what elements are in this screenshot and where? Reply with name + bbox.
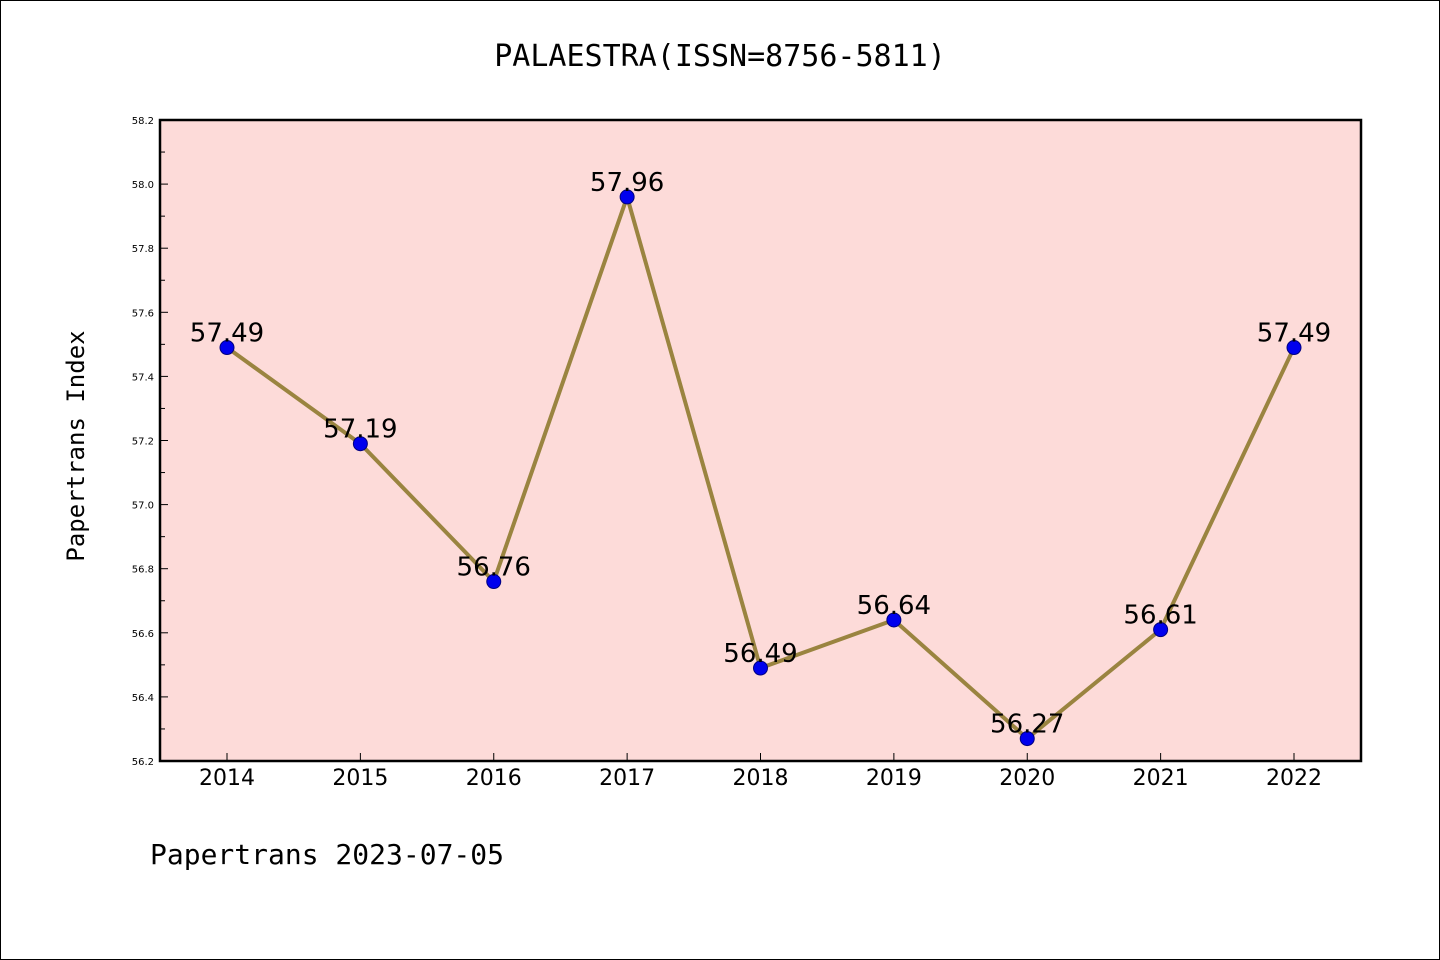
x-tick-label: 2022 — [1266, 766, 1322, 791]
data-point — [219, 340, 235, 356]
data-labels: 57.49 57.19 56.76 57.96 56.49 56.64 56.27 56.61… — [190, 168, 1331, 740]
data-label: 56.64 — [857, 591, 931, 621]
chart-title: PALAESTRA(ISSN=8756-5811) — [494, 39, 946, 74]
y-tick-label: 56.6 — [132, 629, 154, 640]
x-axis: 2014 2015 2016 2017 2018 2019 2020 2021 2022 — [199, 753, 1322, 791]
y-axis: 56.2 56.4 56.6 56.8 57.0 57.2 57.4 57.6 57.8 58.0… — [132, 116, 168, 768]
data-label: 56.61 — [1123, 601, 1197, 631]
data-point — [619, 189, 635, 205]
data-label: 57.49 — [190, 319, 264, 349]
data-label: 57.96 — [590, 168, 664, 198]
footer-caption: Papertrans 2023-07-05 — [150, 838, 504, 871]
data-label: 57.49 — [1257, 319, 1331, 349]
y-tick-label: 56.8 — [132, 565, 154, 576]
y-tick-label: 58.0 — [132, 180, 154, 191]
y-tick-label: 56.2 — [132, 757, 154, 768]
y-tick-label: 57.8 — [132, 244, 154, 255]
data-label: 56.49 — [723, 639, 797, 669]
data-point — [1286, 340, 1302, 356]
series-markers — [219, 189, 1302, 747]
data-point — [753, 660, 768, 676]
x-tick-label: 2021 — [1133, 766, 1189, 791]
x-tick-label: 2017 — [599, 766, 655, 791]
data-point — [1153, 622, 1169, 638]
y-tick-label: 57.0 — [132, 501, 154, 512]
x-tick-label: 2019 — [866, 766, 922, 791]
y-tick-label: 57.2 — [132, 437, 154, 448]
data-point — [1019, 731, 1035, 747]
x-tick-label: 2018 — [733, 766, 789, 791]
x-tick-label: 2016 — [466, 766, 522, 791]
data-label: 56.27 — [990, 710, 1064, 740]
data-label: 57.19 — [323, 415, 397, 445]
data-point — [886, 612, 902, 628]
x-tick-label: 2014 — [199, 766, 255, 791]
x-tick-label: 2020 — [999, 766, 1055, 791]
data-point — [486, 574, 502, 590]
x-tick-label: 2015 — [332, 766, 388, 791]
y-tick-label: 57.6 — [132, 308, 154, 319]
data-label: 56.76 — [457, 553, 531, 583]
y-tick-label: 58.2 — [132, 116, 154, 127]
y-tick-label: 56.4 — [132, 693, 154, 704]
data-point — [352, 436, 368, 452]
y-axis-label: Papertrans Index — [62, 330, 90, 561]
y-tick-label: 57.4 — [132, 372, 154, 383]
